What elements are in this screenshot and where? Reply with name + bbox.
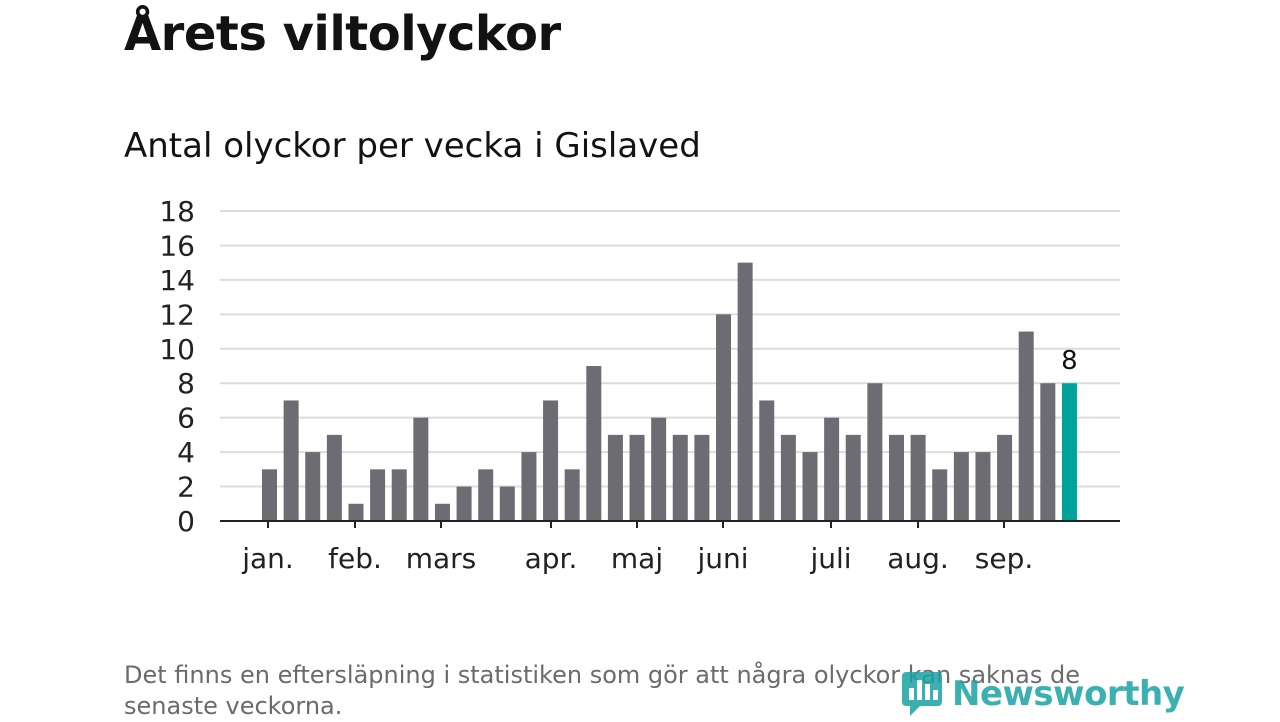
bar [845, 434, 861, 521]
bar [478, 469, 494, 521]
gridlines [220, 210, 1120, 488]
bar [975, 452, 991, 521]
y-tick-label: 4 [177, 436, 195, 469]
bar [521, 452, 537, 521]
bar [326, 434, 342, 521]
bar [997, 434, 1013, 521]
y-tick-label: 6 [177, 402, 195, 435]
bar [564, 469, 580, 521]
x-axis-ticks: jan. feb. mars apr. maj juni juli aug. sep. [241, 521, 1033, 575]
y-tick-label: 0 [177, 505, 195, 538]
x-tick-label: mars [406, 542, 477, 575]
last-bar-value-label: 8 [1061, 346, 1078, 376]
bar-latest-week [1061, 383, 1077, 521]
bar [629, 434, 645, 521]
x-tick-label: juli [809, 542, 851, 575]
x-tick-label: jan. [241, 542, 294, 575]
x-tick-label: apr. [525, 542, 578, 575]
bar [694, 434, 710, 521]
bar [716, 314, 732, 521]
y-tick-label: 2 [177, 471, 195, 504]
y-tick-label: 14 [159, 264, 195, 297]
bar [910, 434, 926, 521]
x-tick-label: maj [611, 542, 663, 575]
bar [672, 434, 688, 521]
x-tick-label: aug. [887, 542, 949, 575]
bar [434, 503, 450, 521]
bar [391, 469, 407, 521]
bar [824, 417, 840, 521]
bar [499, 486, 515, 521]
bar [780, 434, 796, 521]
bar [932, 469, 948, 521]
bar [802, 452, 818, 521]
bar [305, 452, 321, 521]
bar [888, 434, 904, 521]
bar [651, 417, 667, 521]
bar [867, 383, 883, 521]
bar [586, 366, 602, 521]
newsworthy-logo-text: Newsworthy [952, 674, 1185, 714]
chart-subtitle: Antal olyckor per vecka i Gislaved [124, 126, 701, 166]
bars [262, 262, 1077, 521]
bar [607, 434, 623, 521]
bar [413, 417, 429, 521]
bar [348, 503, 364, 521]
bar [759, 400, 775, 521]
newsworthy-logo: Newsworthy [900, 668, 1185, 720]
newsworthy-logo-icon [902, 672, 942, 716]
bar [283, 400, 299, 521]
y-tick-label: 12 [159, 298, 195, 331]
x-tick-label: juni [696, 542, 748, 575]
bar [456, 486, 472, 521]
bar [737, 262, 753, 521]
bar [1040, 383, 1056, 521]
y-tick-label: 10 [159, 333, 195, 366]
chart-title: Årets viltolyckor [124, 6, 561, 62]
bar [543, 400, 559, 521]
x-tick-label: sep. [975, 542, 1034, 575]
y-tick-label: 18 [159, 195, 195, 228]
y-tick-label: 8 [177, 367, 195, 400]
x-tick-label: feb. [328, 542, 382, 575]
bar [262, 469, 277, 521]
y-tick-label: 16 [159, 229, 195, 262]
bar [953, 452, 969, 521]
bar [1018, 331, 1034, 521]
bar [370, 469, 386, 521]
